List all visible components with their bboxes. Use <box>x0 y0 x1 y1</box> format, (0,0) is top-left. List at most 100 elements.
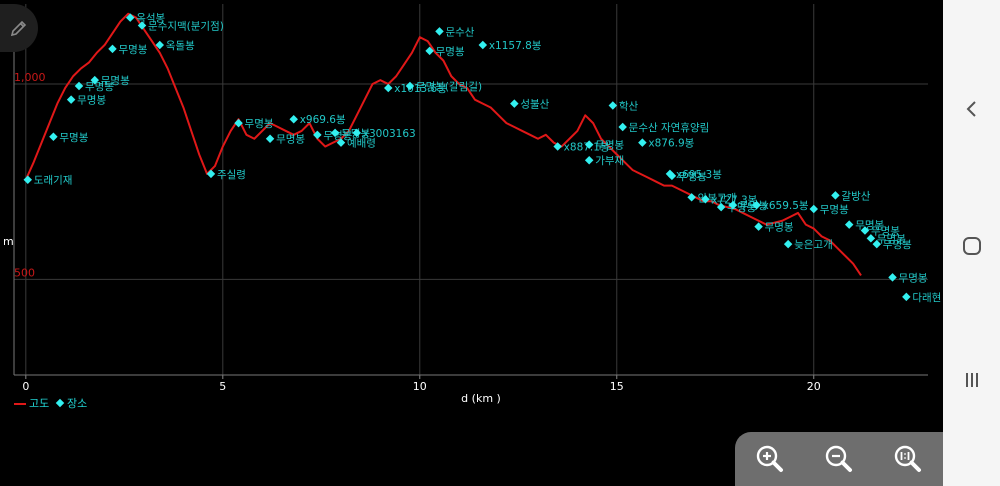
place-label: 도래기재 <box>34 175 73 187</box>
place-label: x887.1봉 <box>564 142 610 154</box>
place-marker <box>638 138 647 147</box>
place-label: 문수산 자연휴양림 <box>629 122 710 134</box>
place-label: x659.5봉 <box>763 200 809 212</box>
zoom-toolbar <box>735 432 943 486</box>
x-tick-label: 20 <box>807 380 821 393</box>
place-marker <box>352 128 361 138</box>
place-marker <box>809 204 818 214</box>
place-marker <box>783 239 793 249</box>
place-label: 무명봉 <box>85 81 114 93</box>
place-label: 갈방산 <box>841 189 870 202</box>
back-icon <box>966 101 976 117</box>
zoom-out-icon <box>825 445 852 472</box>
edit-button[interactable] <box>0 4 38 52</box>
place-marker <box>902 292 911 302</box>
place-label: 주실령 <box>217 169 246 181</box>
place-marker <box>125 13 135 22</box>
place-label: 학산 <box>619 101 639 113</box>
place-label: 무명봉 <box>820 204 849 216</box>
place-marker <box>510 99 519 108</box>
place-marker <box>155 40 165 50</box>
place-marker <box>384 83 393 93</box>
place-label: 무명봉 <box>436 46 465 58</box>
place-marker <box>49 132 58 142</box>
place-marker <box>608 101 618 110</box>
place-marker <box>618 122 627 132</box>
place-marker <box>234 118 243 128</box>
y-tick-label: 500 <box>14 266 35 279</box>
place-label: 옥돌봉 <box>166 40 195 52</box>
place-marker <box>425 46 434 56</box>
place-label: 다래현 <box>912 292 941 304</box>
place-marker <box>90 75 100 85</box>
legend: 고도 장소 <box>14 397 87 410</box>
x-tick-label: 0 <box>22 380 29 393</box>
place-label: 무명봉 <box>678 171 707 183</box>
place-label: 무명봉 <box>883 239 912 251</box>
legend-marker-swatch <box>55 398 65 408</box>
place-marker <box>330 128 340 138</box>
zoom-reset-button[interactable] <box>888 439 928 479</box>
place-marker <box>108 44 117 54</box>
place-marker <box>265 134 275 143</box>
place-label: x969.6봉 <box>300 114 346 126</box>
place-label: x1157.8봉 <box>489 40 542 52</box>
back-button[interactable] <box>943 89 1000 129</box>
place-label: 무명봉 <box>877 233 906 245</box>
place-label: 늦은고개 <box>794 239 833 251</box>
place-label: 문수지맥(분기점) <box>148 20 224 32</box>
place-marker <box>66 95 76 104</box>
place-label: 무명봉 <box>59 132 88 144</box>
place-label: 옥석봉 <box>136 13 165 25</box>
place-label: 무명봉 <box>276 134 305 146</box>
place-marker <box>888 273 897 282</box>
pencil-icon <box>10 20 27 37</box>
place-label: 문수산 <box>445 26 474 38</box>
place-marker <box>313 130 322 140</box>
place-label: 무명봉 <box>765 222 794 234</box>
place-marker <box>206 169 216 179</box>
place-label: 무명봉 <box>77 95 106 107</box>
place-label: 무명봉 <box>855 220 884 232</box>
place-label: 예배령 <box>347 137 376 150</box>
place-label: 무명봉 <box>323 130 352 142</box>
place-marker <box>23 175 33 184</box>
place-marker <box>584 155 594 165</box>
x-axis-label: d (km ) <box>461 392 501 405</box>
place-marker <box>831 191 840 200</box>
zoom-out-button[interactable] <box>819 439 859 479</box>
place-label: x695.3봉 <box>676 169 722 181</box>
place-label: 가부재 <box>595 155 624 167</box>
zoom-reset-icon <box>895 445 922 472</box>
y-axis-label: m <box>3 235 14 248</box>
recents-button[interactable] <box>943 360 1000 400</box>
place-label: 무명봉 <box>245 118 274 130</box>
place-label: x727.3봉 <box>711 194 757 206</box>
place-label: x3003163 <box>363 128 416 140</box>
place-label: 무명봉 <box>118 44 147 56</box>
zoom-in-button[interactable] <box>750 439 790 479</box>
x-tick-label: 15 <box>610 380 624 393</box>
place-label: 무명봉 <box>899 272 928 284</box>
recents-icon <box>965 373 978 387</box>
home-button[interactable] <box>943 226 1000 266</box>
place-label: x876.9봉 <box>648 138 694 150</box>
place-label: 무명봉 <box>871 226 900 238</box>
place-marker <box>289 114 298 124</box>
place-marker <box>754 222 763 231</box>
place-marker <box>405 81 415 91</box>
y-tick-label: 1,000 <box>14 71 46 84</box>
place-marker <box>844 220 854 229</box>
x-tick-label: 10 <box>413 380 427 393</box>
zoom-in-icon <box>756 445 783 472</box>
place-label: 무명봉 <box>595 140 624 152</box>
place-marker <box>478 40 488 50</box>
place-marker <box>74 81 84 91</box>
place-marker <box>435 27 444 36</box>
place-marker <box>336 138 346 147</box>
place-label: 성불산 <box>520 99 549 111</box>
legend-places-label: 장소 <box>67 397 87 410</box>
place-label: 무명봉(갈림길) <box>416 80 482 93</box>
elevation-chart[interactable]: 0 5 10 15 20 500 1,000 d (km ) m 도래기재 무명봉 무명봉 무명봉 무명… <box>0 0 943 486</box>
